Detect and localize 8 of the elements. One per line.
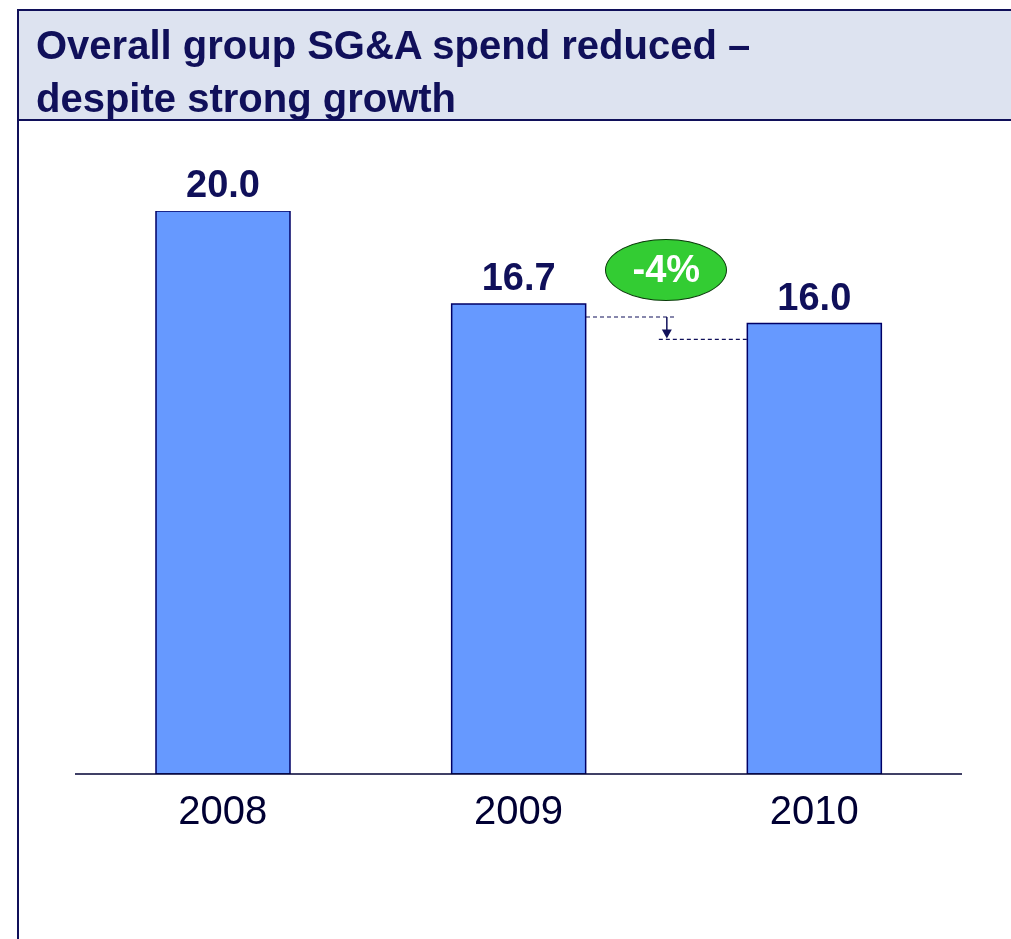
x-tick-label: 2010 bbox=[769, 788, 859, 833]
data-label: 16.7 bbox=[481, 255, 556, 298]
chart-title: Overall group SG&A spend reduced – despite strong growth bbox=[36, 22, 752, 122]
x-tick-label: 2009 bbox=[474, 788, 563, 833]
data-label: 20.0 bbox=[186, 163, 260, 205]
data-label: 16.0 bbox=[777, 275, 852, 318]
x-tick-label: 2008 bbox=[178, 788, 268, 833]
ellipse-badge: -4% bbox=[605, 238, 728, 301]
